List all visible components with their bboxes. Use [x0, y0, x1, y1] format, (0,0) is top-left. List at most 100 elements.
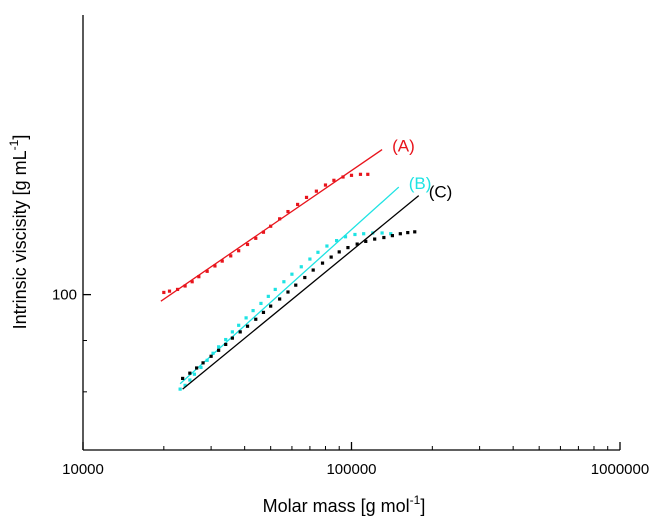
fit-line [182, 195, 420, 390]
data-point [251, 308, 255, 313]
data-point [244, 316, 248, 320]
data-point [205, 358, 209, 362]
data-point [316, 250, 320, 254]
data-point [167, 289, 172, 293]
data-point [355, 242, 359, 246]
data-point [337, 250, 341, 254]
data-point [366, 172, 370, 176]
data-point [213, 264, 217, 268]
data-point [304, 195, 309, 200]
y-tick-label: 100 [52, 287, 77, 304]
data-point [398, 232, 402, 236]
data-point [303, 275, 307, 280]
x-axis-title-sup: -1 [410, 493, 421, 507]
data-point [308, 257, 312, 261]
data-point [389, 232, 393, 236]
data-point [181, 376, 185, 381]
data-point [286, 290, 290, 294]
data-point [382, 235, 386, 240]
data-point [190, 280, 194, 284]
data-point [332, 178, 336, 182]
data-point [349, 173, 354, 177]
series-layer: (A) (B)(C) [160, 137, 453, 391]
data-point [261, 230, 266, 234]
data-point [238, 330, 242, 334]
x-ticks: 10000 100000 1000000 [62, 442, 649, 478]
data-point [192, 372, 197, 376]
x-axis-title: Molar mass [g mol-1] [263, 493, 426, 516]
data-point [199, 365, 203, 370]
data-point [254, 317, 258, 321]
data-point [188, 378, 192, 382]
data-point [353, 232, 357, 237]
data-point [197, 275, 201, 279]
data-point [364, 239, 368, 243]
data-point [362, 232, 366, 236]
x-tick-label: 10000 [62, 461, 104, 478]
data-point [329, 255, 333, 259]
data-point [220, 259, 224, 263]
data-point [390, 234, 394, 238]
data-point [413, 230, 417, 234]
data-point [314, 189, 318, 193]
data-point [209, 354, 213, 358]
data-point [254, 236, 258, 240]
data-point [320, 261, 325, 265]
x-tick-label: 100000 [326, 461, 376, 478]
data-point [406, 230, 410, 235]
data-point [261, 310, 266, 315]
data-point [282, 280, 286, 284]
fit-line [179, 186, 400, 385]
data-point [325, 244, 329, 248]
data-point [162, 290, 166, 295]
data-point [273, 287, 277, 292]
data-point [269, 304, 273, 308]
series-label: (A) [392, 137, 415, 156]
data-point [195, 366, 199, 370]
data-point [343, 235, 348, 239]
data-point [211, 351, 215, 355]
y-axis-title-end: ] [10, 135, 30, 140]
data-point [380, 231, 384, 235]
data-point [183, 383, 187, 387]
data-point [183, 284, 187, 288]
series-2: (B) [178, 174, 431, 391]
data-point [358, 172, 363, 176]
series-label: (C) [429, 183, 453, 202]
data-point [229, 254, 233, 258]
data-point [341, 175, 345, 179]
data-point [373, 237, 377, 241]
data-point [323, 183, 328, 187]
data-point [201, 361, 205, 365]
y-axis-title-sup: -1 [7, 139, 21, 150]
data-point [334, 239, 339, 243]
series-3: (C) [181, 183, 453, 390]
data-point [266, 294, 270, 298]
data-point [178, 387, 182, 391]
data-point [294, 283, 298, 287]
data-point [290, 272, 294, 276]
data-point [269, 224, 273, 228]
data-point [245, 324, 250, 328]
data-point [259, 301, 263, 306]
data-point [224, 342, 228, 347]
series-1: (A) [160, 137, 415, 302]
data-point [188, 371, 192, 375]
plot-area: 10000 100000 1000000 100 (A) (B)(C) [52, 15, 649, 478]
data-point [217, 345, 221, 349]
data-point [278, 297, 282, 301]
data-point [296, 202, 300, 207]
data-point [346, 245, 350, 250]
data-point [175, 287, 180, 292]
data-point [237, 323, 241, 327]
data-point [278, 217, 282, 221]
data-point [299, 265, 303, 269]
data-point [237, 249, 241, 253]
x-tick-label: 1000000 [591, 461, 649, 478]
data-point [230, 336, 234, 340]
data-point [230, 330, 234, 334]
x-axis-title-end: ] [420, 496, 425, 516]
data-point [311, 268, 315, 272]
data-point [286, 209, 290, 214]
